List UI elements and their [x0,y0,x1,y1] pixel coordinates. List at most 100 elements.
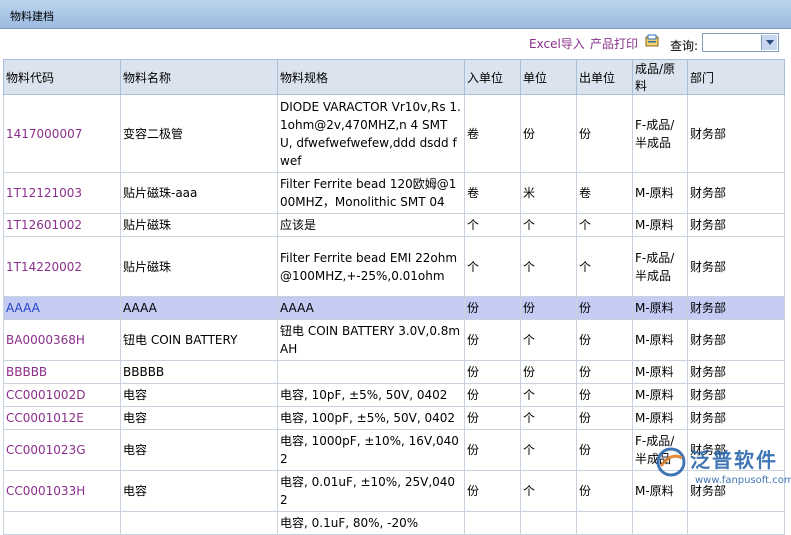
row-unit: 份 [520,94,577,173]
table-header-row: 物料代码 物料名称 物料规格 入单位 单位 出单位 成品/原料 部门 [3,59,785,95]
row-dept: 财务部 [687,94,785,173]
row-unit: 个 [520,383,577,407]
row-in-unit: 份 [464,360,521,384]
row-out-unit: 份 [576,429,633,471]
row-name: 电容 [120,429,278,471]
row-name: 电容 [120,470,278,512]
row-type: M-原料 [632,296,688,320]
header-spec[interactable]: 物料规格 [277,59,465,95]
header-out-unit[interactable]: 出单位 [576,59,633,95]
chevron-down-icon[interactable] [761,35,777,50]
row-spec: 电容, 0.1uF, 80%, -20% [277,511,465,535]
row-spec: 电容, 100pF, ±5%, 50V, 0402 [277,406,465,430]
row-name: 电容 [120,406,278,430]
table-row[interactable]: 1417000007 变容二极管 DIODE VARACTOR Vr10v,Rs… [3,94,785,173]
table-row[interactable]: 1T12121003 贴片磁珠-aaa Filter Ferrite bead … [3,172,785,214]
table-row[interactable]: CC0001002D 电容 电容, 10pF, ±5%, 50V, 0402 份… [3,383,785,407]
row-dept: 财务部 [687,360,785,384]
row-code[interactable]: CC0001033H [3,470,121,512]
row-code[interactable]: 1T12121003 [3,172,121,214]
header-code[interactable]: 物料代码 [3,59,121,95]
row-type: M-原料 [632,406,688,430]
row-spec: Filter Ferrite bead 120欧姆@100MHZ，Monolit… [277,172,465,214]
row-code[interactable] [3,511,121,535]
row-type: M-原料 [632,383,688,407]
row-spec: 电容, 1000pF, ±10%, 16V,0402 [277,429,465,471]
row-dept: 财务部 [687,172,785,214]
query-select[interactable] [702,33,779,52]
row-unit: 米 [520,172,577,214]
row-out-unit: 份 [576,383,633,407]
row-unit: 个 [520,429,577,471]
row-out-unit: 份 [576,94,633,173]
table-row[interactable]: CC0001023G 电容 电容, 1000pF, ±10%, 16V,0402… [3,429,785,471]
row-dept [687,511,785,535]
row-code[interactable]: 1T12601002 [3,213,121,237]
table-row-selected[interactable]: AAAA AAAA AAAA 份 份 份 M-原料 财务部 [3,296,785,320]
row-code[interactable]: 1417000007 [3,94,121,173]
row-unit [520,511,577,535]
row-code[interactable]: AAAA [3,296,121,320]
row-name: 变容二极管 [120,94,278,173]
row-code[interactable]: CC0001023G [3,429,121,471]
toolbar: Excel导入 产品打印 查询: [0,29,791,57]
row-name: 贴片磁珠 [120,213,278,237]
row-code[interactable]: CC0001002D [3,383,121,407]
row-unit: 份 [520,360,577,384]
row-dept: 财务部 [687,406,785,430]
row-out-unit: 份 [576,470,633,512]
product-print-link[interactable]: 产品打印 [590,37,639,51]
header-name[interactable]: 物料名称 [120,59,278,95]
row-code[interactable]: 1T14220002 [3,236,121,297]
row-out-unit: 个 [576,236,633,297]
table-row[interactable]: CC0001033H 电容 电容, 0.01uF, ±10%, 25V,0402… [3,470,785,512]
print-icon[interactable] [645,34,659,47]
row-code[interactable]: BBBBB [3,360,121,384]
row-type: F-成品/半成品 [632,429,688,471]
row-type: F-成品/半成品 [632,94,688,173]
row-dept: 财务部 [687,470,785,512]
row-spec: 应该是 [277,213,465,237]
row-code[interactable]: CC0001012E [3,406,121,430]
row-in-unit: 份 [464,470,521,512]
table-row[interactable]: 电容, 0.1uF, 80%, -20% [3,511,785,535]
row-dept: 财务部 [687,319,785,361]
table-row[interactable]: 1T12601002 贴片磁珠 应该是 个 个 个 M-原料 财务部 [3,213,785,237]
row-spec: 电容, 10pF, ±5%, 50V, 0402 [277,383,465,407]
row-unit: 个 [520,406,577,430]
row-out-unit: 份 [576,296,633,320]
header-dept[interactable]: 部门 [687,59,785,95]
row-spec: 电容, 0.01uF, ±10%, 25V,0402 [277,470,465,512]
table-row[interactable]: CC0001012E 电容 电容, 100pF, ±5%, 50V, 0402 … [3,406,785,430]
row-name: 贴片磁珠 [120,236,278,297]
row-out-unit: 卷 [576,172,633,214]
row-name [120,511,278,535]
header-type[interactable]: 成品/原料 [632,59,688,95]
row-code[interactable]: BA0000368H [3,319,121,361]
row-unit: 个 [520,236,577,297]
material-table: 物料代码 物料名称 物料规格 入单位 单位 出单位 成品/原料 部门 14170… [3,59,785,535]
row-in-unit: 卷 [464,172,521,214]
row-in-unit: 份 [464,319,521,361]
row-in-unit: 个 [464,213,521,237]
header-in-unit[interactable]: 入单位 [464,59,521,95]
row-out-unit: 份 [576,319,633,361]
row-spec: DIODE VARACTOR Vr10v,Rs 1.1ohm@2v,470MHZ… [277,94,465,173]
row-out-unit: 份 [576,406,633,430]
row-type: M-原料 [632,360,688,384]
row-out-unit: 个 [576,213,633,237]
table-row[interactable]: 1T14220002 贴片磁珠 Filter Ferrite bead EMI … [3,236,785,297]
row-in-unit [464,511,521,535]
page-title: 物料建档 [10,10,54,23]
row-name: AAAA [120,296,278,320]
row-dept: 财务部 [687,213,785,237]
row-out-unit: 份 [576,360,633,384]
row-name: 钮电 COIN BATTERY [120,319,278,361]
excel-import-link[interactable]: Excel导入 [529,37,585,51]
header-unit[interactable]: 单位 [520,59,577,95]
title-bar: 物料建档 [0,0,791,29]
row-in-unit: 个 [464,236,521,297]
table-row[interactable]: BBBBB BBBBB 份 份 份 M-原料 财务部 [3,360,785,384]
query-label: 查询: [670,39,699,53]
table-row[interactable]: BA0000368H 钮电 COIN BATTERY 钮电 COIN BATTE… [3,319,785,361]
